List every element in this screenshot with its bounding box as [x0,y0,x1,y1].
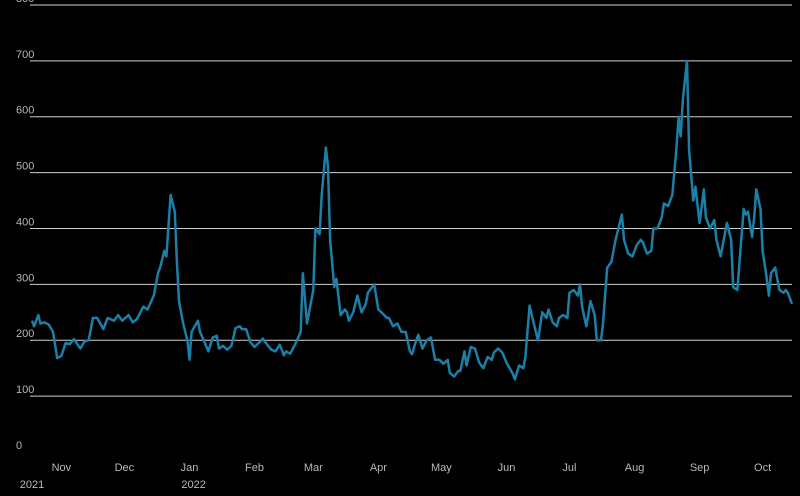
x-tick-label: Oct [754,462,771,474]
y-tick-label: 0 [16,440,22,452]
x-tick-label: Nov [52,462,72,474]
x-tick-label: Jun [498,462,516,474]
y-tick-label: 400 [16,216,34,228]
x-tick-label: Apr [370,462,387,474]
x-tick-label: Sep [690,462,710,474]
x-tick-label: May [431,462,452,474]
y-tick-label: 200 [16,328,34,340]
x-year-label: 2022 [181,479,205,491]
x-tick-label: Jan [181,462,199,474]
y-tick-label: 300 [16,272,34,284]
x-year-label: 2021 [20,479,44,491]
y-tick-label: 700 [16,49,34,61]
x-tick-label: Jul [562,462,576,474]
line [30,59,794,381]
x-tick-label: Feb [245,462,264,474]
y-tick-label: 600 [16,105,34,117]
y-tick-label: 100 [16,384,34,396]
x-tick-label: Aug [625,462,645,474]
x-tick-label: Mar [304,462,323,474]
y-tick-label: 800 [16,0,34,5]
x-tick-label: Dec [115,462,135,474]
y-tick-label: 500 [16,161,34,173]
